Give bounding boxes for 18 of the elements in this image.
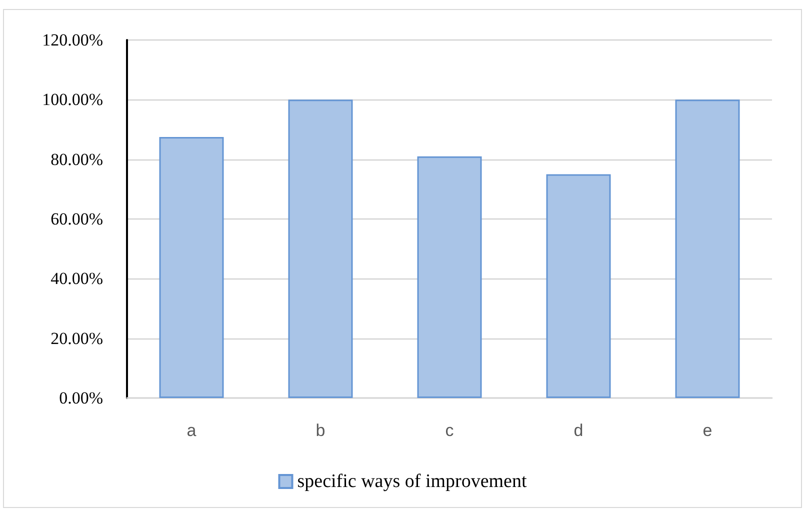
x-tick-label: c [445, 421, 454, 440]
bar [675, 100, 740, 398]
x-tick-label: e [702, 421, 712, 440]
bar [159, 136, 224, 398]
y-tick-label: 100.00% [42, 90, 103, 110]
bar [417, 156, 482, 398]
y-tick-label: 80.00% [50, 150, 103, 169]
bar [288, 100, 353, 398]
x-tick-label: d [574, 421, 584, 440]
y-tick-label: 0.00% [59, 388, 103, 408]
x-tick-label: a [186, 421, 197, 440]
legend-label: specific ways of improvement [297, 471, 528, 492]
y-tick-label: 20.00% [50, 328, 103, 348]
x-tick-label: b [316, 421, 326, 440]
bar [546, 174, 611, 398]
y-tick-label: 120.00% [42, 30, 103, 50]
y-tick-label: 60.00% [50, 210, 103, 228]
y-tick-label: 40.00% [50, 269, 103, 288]
